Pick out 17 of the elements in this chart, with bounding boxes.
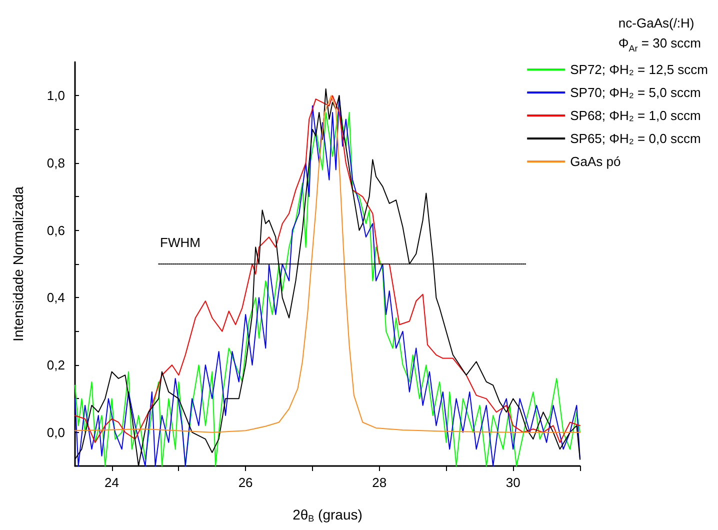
legend-label: SP70; ΦH₂ = 5,0 sccm <box>570 85 701 100</box>
y-tick-label: 0,8 <box>46 156 65 170</box>
annotation: FWHM <box>160 235 200 250</box>
y-tick-label: 0,2 <box>46 358 65 372</box>
x-tick-label: 30 <box>506 475 520 490</box>
legend-label: SP72; ΦH₂ = 12,5 sccm <box>570 62 708 77</box>
legend-label: SP65; ΦH₂ = 0,0 sccm <box>570 131 701 146</box>
y-tick-label: 0,0 <box>46 424 65 440</box>
legend-label: GaAs pó <box>570 154 621 169</box>
y-tick-label: 1,0 <box>46 88 65 104</box>
y-tick-label: 0,6 <box>46 222 65 238</box>
x-tick-label: 26 <box>238 475 253 490</box>
y-axis-title: Intensidade Normalizada <box>10 186 26 342</box>
legend-label: SP68; ΦH₂ = 1,0 sccm <box>570 108 701 123</box>
x-tick-label: 28 <box>372 475 387 490</box>
y-tick-label: 0,4 <box>46 290 65 306</box>
x-tick-label: 24 <box>104 475 120 490</box>
